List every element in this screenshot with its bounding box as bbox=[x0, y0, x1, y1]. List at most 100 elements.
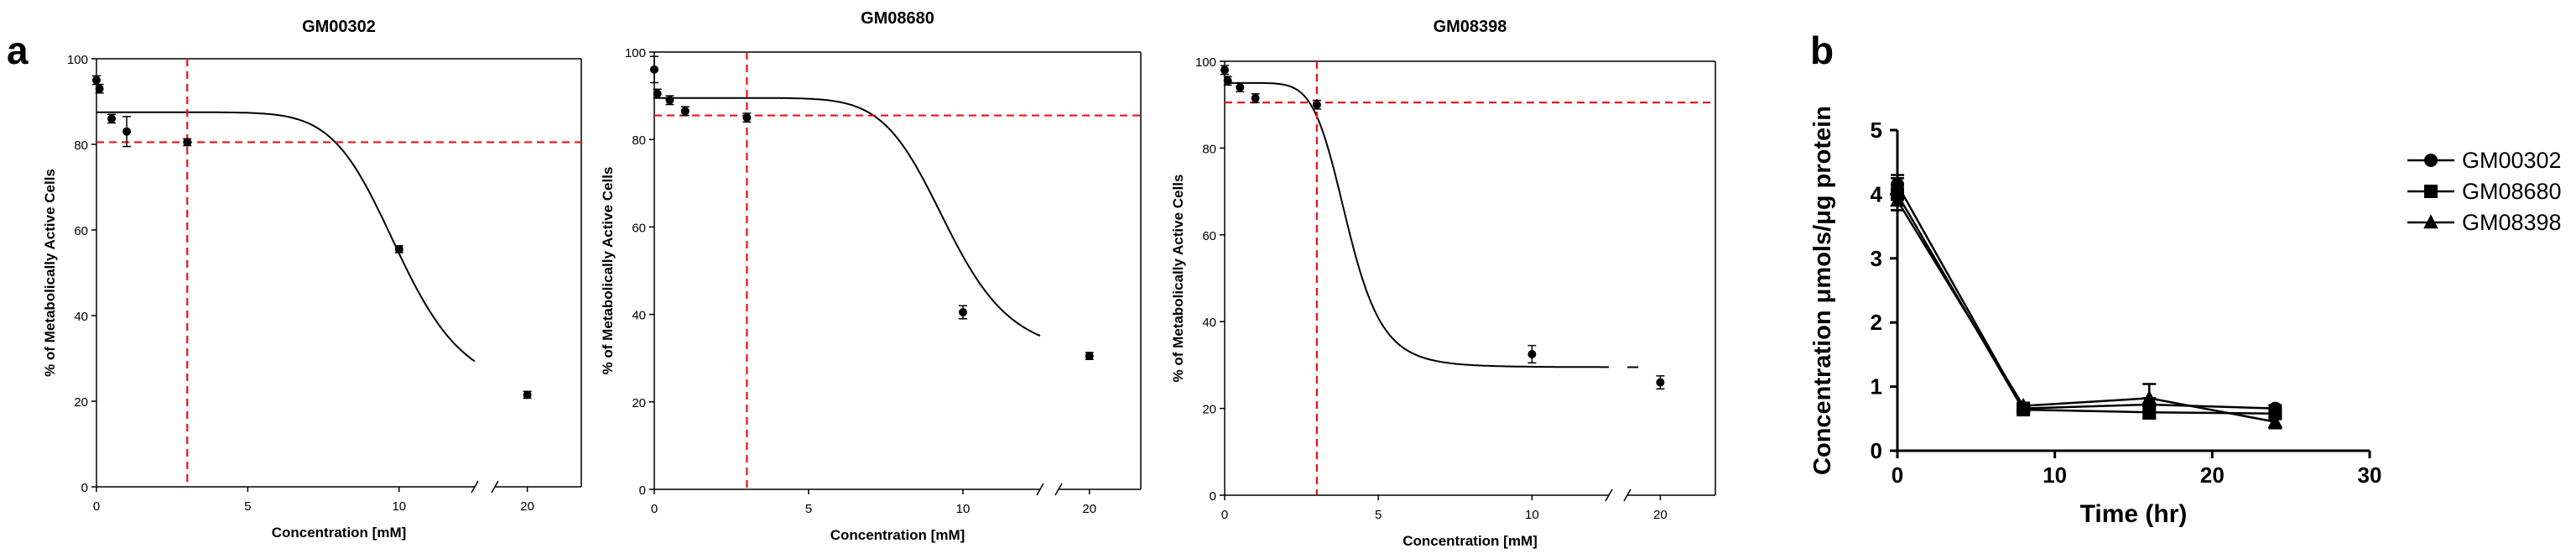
fitted-curve bbox=[96, 111, 476, 363]
x-tick-label: 0 bbox=[93, 499, 100, 514]
data-point bbox=[680, 107, 690, 116]
chart-title: GM00302 bbox=[302, 18, 376, 36]
y-tick-label: 0 bbox=[1210, 489, 1216, 504]
x-tick-label: 0 bbox=[651, 502, 658, 516]
x-tick-label: 20 bbox=[2200, 462, 2225, 488]
chart-title: GM08398 bbox=[1434, 18, 1507, 36]
data-point bbox=[1251, 93, 1260, 102]
legend-entry: GM08680 bbox=[2407, 179, 2562, 204]
y-tick-label: 0 bbox=[1871, 438, 1882, 463]
axis-break-mark bbox=[1623, 488, 1631, 502]
x-axis-title: Concentration [mM] bbox=[272, 525, 407, 541]
x-axis-title: Time (hr) bbox=[2080, 500, 2188, 528]
data-point bbox=[1312, 100, 1321, 109]
chart-title: GM08680 bbox=[861, 9, 934, 28]
series-gm08398 bbox=[1890, 190, 2283, 430]
y-tick-label: 2 bbox=[1871, 310, 1882, 335]
axis-break-mark bbox=[491, 480, 499, 494]
data-point bbox=[2268, 406, 2282, 421]
y-axis-title: % of Metabolically Active Cells bbox=[1170, 175, 1186, 383]
x-tick-label: 30 bbox=[2358, 462, 2382, 488]
data-point bbox=[2424, 185, 2438, 198]
data-point bbox=[2424, 154, 2438, 167]
y-tick-label: 100 bbox=[625, 46, 646, 60]
y-tick-label: 80 bbox=[1202, 142, 1216, 156]
x-tick-label: 10 bbox=[2043, 462, 2067, 488]
x-tick-label: 20 bbox=[1653, 508, 1668, 522]
x-axis-title: Concentration [mM] bbox=[830, 527, 965, 543]
y-tick-label: 80 bbox=[74, 138, 88, 153]
data-point bbox=[95, 84, 104, 93]
fitted-curve bbox=[1225, 81, 1609, 368]
y-tick-label: 20 bbox=[74, 395, 88, 410]
y-tick-label: 0 bbox=[81, 481, 88, 495]
y-tick-label: 20 bbox=[1202, 403, 1216, 417]
x-tick-label: 20 bbox=[1082, 502, 1096, 516]
data-point bbox=[92, 76, 101, 85]
x-tick-label: 5 bbox=[1375, 508, 1382, 522]
y-tick-label: 4 bbox=[1871, 181, 1883, 206]
data-point bbox=[742, 113, 752, 123]
legend-entry: GM08398 bbox=[2407, 210, 2562, 235]
y-tick-label: 80 bbox=[632, 133, 646, 148]
legend-label: GM00302 bbox=[2462, 148, 2562, 173]
y-axis-title: Concentration μmols/μg protein bbox=[1809, 106, 1836, 475]
data-point bbox=[122, 127, 132, 136]
data-point bbox=[2141, 389, 2157, 405]
data-point bbox=[1656, 378, 1665, 387]
series-line bbox=[1896, 184, 2276, 410]
x-tick-label: 10 bbox=[956, 502, 971, 516]
y-tick-label: 5 bbox=[1871, 118, 1882, 143]
data-point bbox=[2423, 214, 2438, 229]
axis-break-mark bbox=[1054, 483, 1063, 496]
x-tick-label: 0 bbox=[1892, 462, 1903, 488]
panel-label-a: a bbox=[7, 29, 29, 72]
legend-label: GM08398 bbox=[2462, 210, 2562, 235]
y-tick-label: 40 bbox=[632, 309, 646, 323]
y-axis-title: % of Metabolically Active Cells bbox=[42, 169, 58, 377]
data-point bbox=[1223, 76, 1232, 86]
series-line bbox=[1896, 193, 2276, 415]
axis-break-mark bbox=[1605, 488, 1613, 502]
data-point bbox=[665, 96, 674, 105]
data-point bbox=[1527, 349, 1537, 358]
data-point bbox=[1085, 352, 1094, 361]
data-point bbox=[1890, 192, 1905, 207]
series-gm08680 bbox=[1891, 177, 2282, 421]
dose-response-chart-gm08398: GM08398 0 20 40 60 80 100 0 5 10 20 Concentration [… bbox=[1170, 18, 1716, 549]
fitted-curve bbox=[654, 97, 1041, 337]
x-tick-label: 5 bbox=[805, 502, 812, 516]
legend-label: GM08680 bbox=[2462, 179, 2562, 204]
data-point bbox=[1236, 83, 1245, 92]
data-point bbox=[2267, 414, 2283, 428]
series-line bbox=[1896, 200, 2276, 423]
y-axis-title: % of Metabolically Active Cells bbox=[600, 167, 616, 375]
y-tick-label: 60 bbox=[74, 224, 88, 238]
y-tick-label: 3 bbox=[1871, 246, 1882, 271]
y-tick-label: 40 bbox=[74, 310, 88, 324]
x-tick-label: 10 bbox=[1525, 508, 1539, 522]
x-tick-label: 0 bbox=[1221, 508, 1228, 522]
data-point bbox=[2016, 397, 2031, 412]
y-tick-label: 60 bbox=[1202, 229, 1216, 243]
time-course-chart: 0 1 2 3 4 5 0 10 20 30 Time (hr) Concentration μmol… bbox=[1809, 106, 2562, 528]
data-point bbox=[523, 390, 532, 400]
y-tick-label: 1 bbox=[1871, 374, 1882, 400]
x-axis-title: Concentration [mM] bbox=[1402, 533, 1538, 549]
x-tick-label: 10 bbox=[392, 499, 406, 514]
legend-entry: GM00302 bbox=[2407, 148, 2562, 173]
data-point bbox=[959, 307, 967, 316]
data-point bbox=[650, 65, 658, 74]
data-point bbox=[107, 114, 117, 123]
y-tick-label: 20 bbox=[632, 396, 646, 410]
dose-response-chart-gm08680: GM08680 0 20 40 60 80 100 0 5 10 20 Concentration [… bbox=[600, 9, 1142, 543]
y-tick-label: 0 bbox=[639, 483, 646, 498]
series-gm00302 bbox=[1891, 174, 2282, 415]
y-tick-label: 40 bbox=[1202, 316, 1216, 330]
axis-break-mark bbox=[1036, 483, 1044, 496]
data-point bbox=[394, 244, 403, 253]
x-tick-label: 20 bbox=[520, 499, 534, 514]
panel-label-b: b bbox=[1810, 29, 1834, 72]
axis-break-mark bbox=[471, 480, 479, 494]
dose-response-chart-gm00302: GM00302 0 20 40 60 80 100 0 5 10 20 Concentration [… bbox=[42, 18, 582, 541]
